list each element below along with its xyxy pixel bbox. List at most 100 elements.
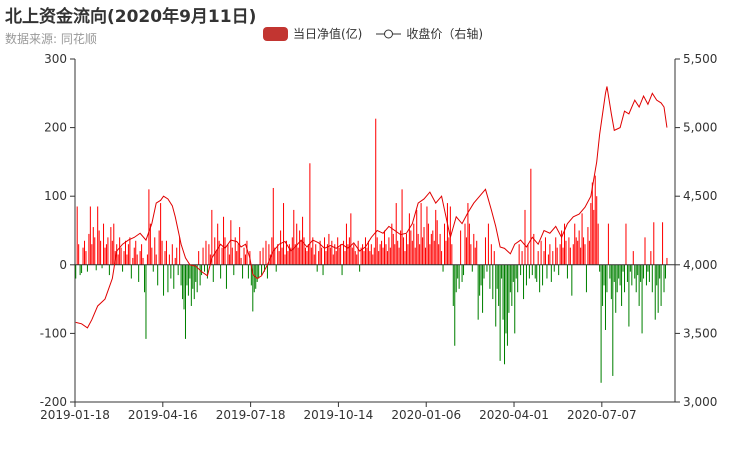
bar-inflow[interactable] — [176, 247, 178, 265]
bar-inflow[interactable] — [366, 247, 368, 265]
bar-inflow[interactable] — [388, 237, 390, 265]
bar-inflow[interactable] — [278, 251, 280, 265]
bar-outflow[interactable] — [483, 264, 485, 279]
bar-inflow[interactable] — [518, 244, 520, 265]
bar-inflow[interactable] — [544, 237, 546, 265]
bar-inflow[interactable] — [244, 254, 246, 265]
bar-inflow[interactable] — [581, 213, 583, 265]
bar-inflow[interactable] — [326, 244, 328, 265]
bar-inflow[interactable] — [422, 237, 424, 265]
bar-inflow[interactable] — [484, 237, 486, 265]
bar-inflow[interactable] — [321, 247, 323, 265]
bar-outflow[interactable] — [495, 264, 497, 327]
bar-inflow[interactable] — [408, 213, 410, 265]
legend-item-bar[interactable]: 当日净值(亿) — [263, 25, 362, 42]
bar-inflow[interactable] — [133, 247, 135, 265]
bar-inflow[interactable] — [280, 230, 282, 265]
bar-inflow[interactable] — [179, 237, 181, 265]
bar-outflow[interactable] — [95, 264, 97, 271]
bar-outflow[interactable] — [341, 264, 343, 276]
bar-inflow[interactable] — [299, 230, 301, 265]
bar-inflow[interactable] — [105, 244, 107, 265]
bar-outflow[interactable] — [514, 264, 516, 334]
bar-outflow[interactable] — [190, 264, 192, 306]
bar-inflow[interactable] — [338, 247, 340, 265]
bar-inflow[interactable] — [420, 203, 422, 265]
bar-outflow[interactable] — [187, 264, 189, 296]
bar-inflow[interactable] — [590, 203, 592, 265]
bar-inflow[interactable] — [493, 251, 495, 265]
bar-inflow[interactable] — [78, 244, 80, 265]
bar-inflow[interactable] — [369, 251, 371, 265]
bar-inflow[interactable] — [376, 237, 378, 265]
bar-inflow[interactable] — [460, 230, 462, 265]
bar-inflow[interactable] — [405, 233, 407, 265]
bar-inflow[interactable] — [218, 240, 220, 265]
bar-outflow[interactable] — [546, 264, 548, 279]
bar-inflow[interactable] — [171, 244, 173, 265]
bar-inflow[interactable] — [271, 237, 273, 265]
bar-inflow[interactable] — [285, 240, 287, 265]
bar-inflow[interactable] — [239, 227, 241, 265]
bar-outflow[interactable] — [122, 264, 124, 272]
bar-inflow[interactable] — [392, 233, 394, 265]
bar-inflow[interactable] — [174, 257, 176, 265]
bar-outflow[interactable] — [635, 264, 637, 293]
bar-inflow[interactable] — [549, 244, 551, 265]
bar-inflow[interactable] — [379, 244, 381, 265]
bar-outflow[interactable] — [183, 264, 185, 310]
bar-outflow[interactable] — [664, 264, 666, 279]
bar-inflow[interactable] — [625, 223, 627, 265]
bar-outflow[interactable] — [479, 264, 481, 296]
bar-inflow[interactable] — [107, 237, 109, 265]
bar-outflow[interactable] — [571, 264, 573, 296]
bar-inflow[interactable] — [297, 247, 299, 265]
bar-inflow[interactable] — [234, 237, 236, 265]
bar-inflow[interactable] — [395, 203, 397, 265]
bar-inflow[interactable] — [136, 254, 138, 265]
bar-outflow[interactable] — [638, 264, 640, 306]
bar-inflow[interactable] — [391, 223, 393, 265]
bar-outflow[interactable] — [486, 264, 488, 272]
bar-inflow[interactable] — [591, 182, 593, 265]
bar-inflow[interactable] — [230, 220, 232, 265]
bar-inflow[interactable] — [89, 206, 91, 265]
bar-outflow[interactable] — [81, 264, 83, 274]
bar-inflow[interactable] — [474, 247, 476, 265]
bar-outflow[interactable] — [631, 264, 633, 286]
bar-inflow[interactable] — [124, 240, 126, 265]
bar-inflow[interactable] — [575, 237, 577, 265]
bar-inflow[interactable] — [120, 247, 122, 265]
bar-inflow[interactable] — [293, 209, 295, 265]
bar-inflow[interactable] — [262, 247, 264, 265]
bar-inflow[interactable] — [113, 223, 115, 265]
bar-outflow[interactable] — [663, 264, 665, 293]
bar-inflow[interactable] — [129, 237, 131, 265]
bar-inflow[interactable] — [76, 206, 78, 265]
bar-inflow[interactable] — [426, 206, 428, 265]
bar-inflow[interactable] — [578, 230, 580, 265]
bar-outflow[interactable] — [654, 264, 656, 320]
bar-inflow[interactable] — [424, 247, 426, 265]
bar-outflow[interactable] — [252, 264, 254, 312]
bar-outflow[interactable] — [619, 264, 621, 286]
bar-inflow[interactable] — [287, 251, 289, 265]
bar-inflow[interactable] — [303, 237, 305, 265]
bar-inflow[interactable] — [155, 254, 157, 265]
bar-inflow[interactable] — [552, 251, 554, 265]
bar-outflow[interactable] — [108, 264, 110, 276]
bar-outflow[interactable] — [152, 264, 154, 272]
bar-inflow[interactable] — [537, 251, 539, 265]
bar-inflow[interactable] — [340, 244, 342, 265]
bar-inflow[interactable] — [259, 251, 261, 265]
bar-inflow[interactable] — [139, 251, 141, 265]
bar-inflow[interactable] — [351, 247, 353, 265]
bar-inflow[interactable] — [228, 254, 230, 265]
bar-inflow[interactable] — [555, 237, 557, 265]
bar-inflow[interactable] — [401, 189, 403, 265]
bar-outflow[interactable] — [189, 264, 191, 279]
bar-outflow[interactable] — [599, 264, 601, 272]
bar-inflow[interactable] — [433, 240, 435, 265]
bar-inflow[interactable] — [565, 240, 567, 265]
bar-inflow[interactable] — [521, 251, 523, 265]
